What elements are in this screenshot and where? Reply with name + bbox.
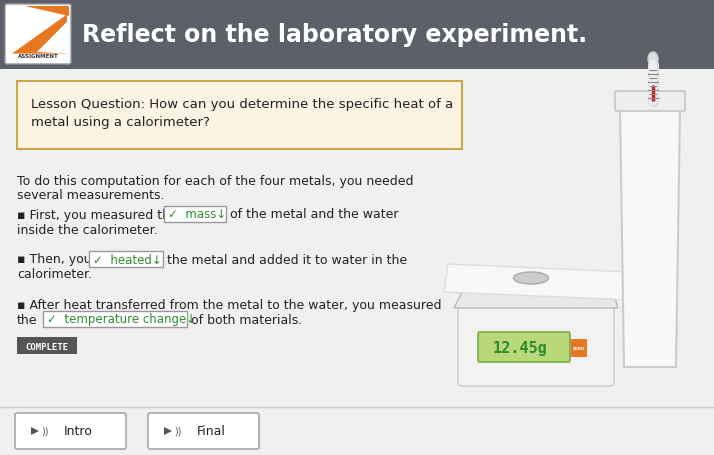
- Text: ✓  temperature change↓: ✓ temperature change↓: [47, 313, 196, 326]
- Polygon shape: [37, 23, 67, 55]
- FancyBboxPatch shape: [615, 92, 685, 112]
- Text: of both materials.: of both materials.: [191, 313, 302, 326]
- Polygon shape: [25, 7, 69, 17]
- Text: of the metal and the water: of the metal and the water: [231, 208, 399, 221]
- FancyBboxPatch shape: [478, 332, 570, 362]
- FancyBboxPatch shape: [571, 339, 587, 357]
- Text: metal using a calorimeter?: metal using a calorimeter?: [31, 116, 210, 129]
- Text: )): )): [174, 426, 181, 436]
- Polygon shape: [620, 110, 680, 367]
- FancyBboxPatch shape: [164, 207, 226, 222]
- Text: Reflect on the laboratory experiment.: Reflect on the laboratory experiment.: [82, 23, 587, 47]
- Text: ✓  heated↓: ✓ heated↓: [93, 253, 162, 266]
- Text: ▪ Then, you: ▪ Then, you: [17, 253, 91, 266]
- Text: 12.45g: 12.45g: [493, 340, 548, 355]
- Bar: [0, 0, 714, 70]
- Text: Intro: Intro: [64, 425, 93, 438]
- Bar: [17, 337, 77, 354]
- Text: ✓  mass↓: ✓ mass↓: [168, 208, 226, 221]
- Text: COMPLETE: COMPLETE: [26, 342, 69, 351]
- Text: Final: Final: [197, 425, 226, 438]
- FancyBboxPatch shape: [43, 311, 186, 327]
- Ellipse shape: [513, 273, 548, 284]
- Text: ZERO: ZERO: [573, 346, 585, 350]
- FancyBboxPatch shape: [15, 413, 126, 449]
- Text: several measurements.: several measurements.: [17, 188, 164, 202]
- Polygon shape: [12, 15, 67, 55]
- FancyBboxPatch shape: [5, 5, 71, 65]
- Text: ▪ After heat transferred from the metal to the water, you measured: ▪ After heat transferred from the metal …: [17, 298, 441, 311]
- Text: ▪ First, you measured the: ▪ First, you measured the: [17, 208, 178, 221]
- FancyBboxPatch shape: [17, 82, 462, 150]
- Text: To do this computation for each of the four metals, you needed: To do this computation for each of the f…: [17, 175, 413, 187]
- FancyBboxPatch shape: [89, 252, 163, 268]
- Polygon shape: [31, 427, 39, 435]
- Text: calorimeter.: calorimeter.: [17, 268, 92, 281]
- Text: Lesson Question: How can you determine the specific heat of a: Lesson Question: How can you determine t…: [31, 98, 453, 111]
- Ellipse shape: [648, 53, 658, 67]
- Text: inside the calorimeter.: inside the calorimeter.: [17, 223, 158, 236]
- Polygon shape: [164, 427, 172, 435]
- Text: )): )): [41, 426, 49, 436]
- FancyBboxPatch shape: [148, 413, 259, 449]
- FancyBboxPatch shape: [458, 306, 614, 386]
- Polygon shape: [454, 288, 618, 308]
- Text: ASSIGNMENT: ASSIGNMENT: [18, 54, 59, 59]
- Text: the metal and added it to water in the: the metal and added it to water in the: [167, 253, 407, 266]
- Bar: [0, 407, 714, 455]
- Polygon shape: [444, 264, 632, 300]
- Text: the: the: [17, 313, 38, 326]
